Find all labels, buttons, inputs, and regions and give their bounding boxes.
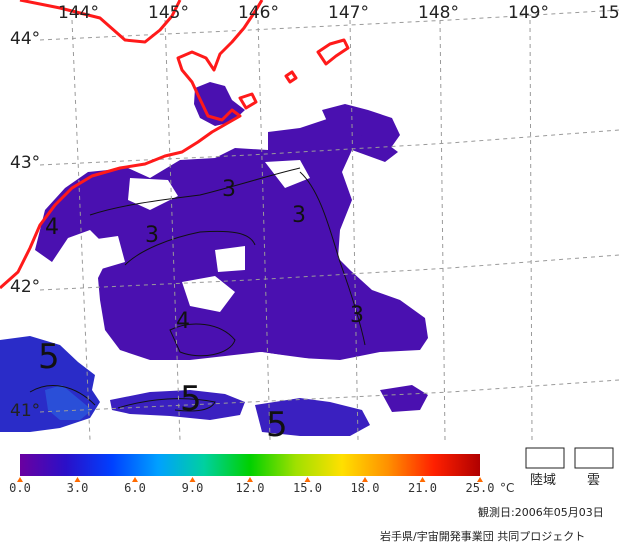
scale-tick-label: 6.0	[124, 481, 146, 495]
longitude-label: 149°	[508, 3, 549, 23]
longitude-label: 145°	[148, 3, 189, 23]
sst-region-east-strip	[380, 385, 428, 412]
graticule-meridian	[349, 19, 359, 440]
cloud-hole	[265, 160, 310, 188]
contour-label: 4	[176, 309, 190, 334]
isotherm-4-contour	[169, 323, 236, 357]
graticule-meridian	[164, 19, 181, 440]
scale-tick-label: 15.0	[293, 481, 322, 495]
kuril-island-coastline	[316, 38, 350, 66]
island-coastline	[284, 70, 298, 84]
observation-date: 観測日:2006年05月03日	[478, 505, 604, 519]
scale-tick	[132, 477, 138, 482]
graticule-meridian	[71, 19, 91, 440]
graticule-meridian	[529, 19, 533, 440]
isotherm-5-contour	[117, 398, 216, 412]
scale-tick-label: 0.0	[9, 481, 31, 495]
color-scale-bar	[20, 454, 480, 476]
contour-label: 3	[292, 203, 306, 228]
scale-tick	[477, 477, 483, 482]
cloud-hole	[215, 246, 245, 272]
isotherm-3-contour	[299, 171, 366, 346]
contour-label: 5	[266, 405, 288, 440]
scale-tick-label: 9.0	[182, 481, 204, 495]
latitude-label: 44°	[10, 29, 40, 49]
cloud-hole	[128, 178, 178, 210]
scale-tick	[362, 477, 368, 482]
latitude-labels: 44° 43° 42° 41°	[10, 29, 40, 421]
longitude-label: 148°	[418, 3, 459, 23]
scale-tick	[247, 477, 253, 482]
latitude-label: 41°	[10, 401, 40, 421]
scale-tick	[17, 477, 23, 482]
longitude-label: 144°	[58, 3, 99, 23]
contour-label: 4	[45, 215, 59, 240]
isotherm-5-contour	[29, 385, 96, 406]
scale-tick-label: 3.0	[67, 481, 89, 495]
hokkaido-coastline-north	[19, 0, 182, 44]
sea-surface-temperature-map: 144° 145° 146° 147° 148° 149° 15 44° 43°…	[0, 0, 619, 440]
graticule-meridian	[439, 19, 446, 440]
land-swatch	[525, 447, 565, 469]
cloud-hole	[90, 236, 125, 270]
hokkaido-coastline	[0, 0, 264, 290]
scale-tick-label: 25.0	[466, 481, 495, 495]
cloud-label: 雲	[587, 473, 600, 488]
contour-label: 3	[222, 177, 236, 202]
longitude-label: 146°	[238, 3, 279, 23]
graticule-parallel	[39, 379, 619, 413]
graticule	[39, 9, 619, 440]
latitude-label: 42°	[10, 277, 40, 297]
cloud-swatch	[574, 447, 614, 469]
isotherm-3-contour	[124, 230, 256, 266]
isotherm-contours	[29, 167, 366, 412]
credit-text: 岩手県/宇宙開発事業団 共同プロジェクト	[380, 529, 585, 543]
contour-label: 3	[350, 303, 364, 328]
latitude-label: 43°	[10, 153, 40, 173]
color-scale-labels: 0.0 3.0 6.0 9.0 12.0 15.0 18.0 21.0 25.0	[9, 481, 494, 495]
contour-label: 5	[38, 337, 60, 377]
graticule-parallel	[39, 254, 619, 291]
scale-tick-label: 18.0	[351, 481, 380, 495]
contour-labels: 3 3 3 3 4 4 5 5 5	[38, 177, 364, 440]
scale-tick-label: 12.0	[236, 481, 265, 495]
island-coastline	[238, 92, 258, 110]
graticule-parallel	[39, 129, 619, 166]
graticule-meridian	[257, 19, 271, 440]
contour-label: 5	[180, 379, 202, 419]
land-label: 陸域	[530, 472, 556, 488]
scale-tick	[304, 477, 311, 482]
contour-label: 3	[145, 223, 159, 248]
cloud-hole	[90, 352, 380, 395]
scale-tick	[74, 477, 81, 482]
coastline-layer	[0, 0, 350, 290]
scale-tick	[189, 477, 196, 482]
unit-label: °C	[500, 481, 514, 495]
scale-tick-label: 21.0	[408, 481, 437, 495]
longitude-label: 147°	[328, 3, 369, 23]
isotherm-3-contour	[89, 167, 301, 216]
sst-region-northeast	[322, 104, 400, 152]
scale-tick	[419, 477, 426, 482]
longitude-labels: 144° 145° 146° 147° 148° 149° 15	[58, 3, 619, 23]
sst-region-south-east	[255, 398, 370, 436]
graticule-parallel	[39, 9, 619, 41]
longitude-label: 15	[598, 3, 619, 23]
color-scale-ticks	[17, 477, 483, 482]
legend-panel: 0.0 3.0 6.0 9.0 12.0 15.0 18.0 21.0 25.0 °C 陸域 雲…	[9, 447, 614, 543]
cloud-hole	[182, 276, 235, 312]
cloud-holes	[90, 160, 380, 395]
